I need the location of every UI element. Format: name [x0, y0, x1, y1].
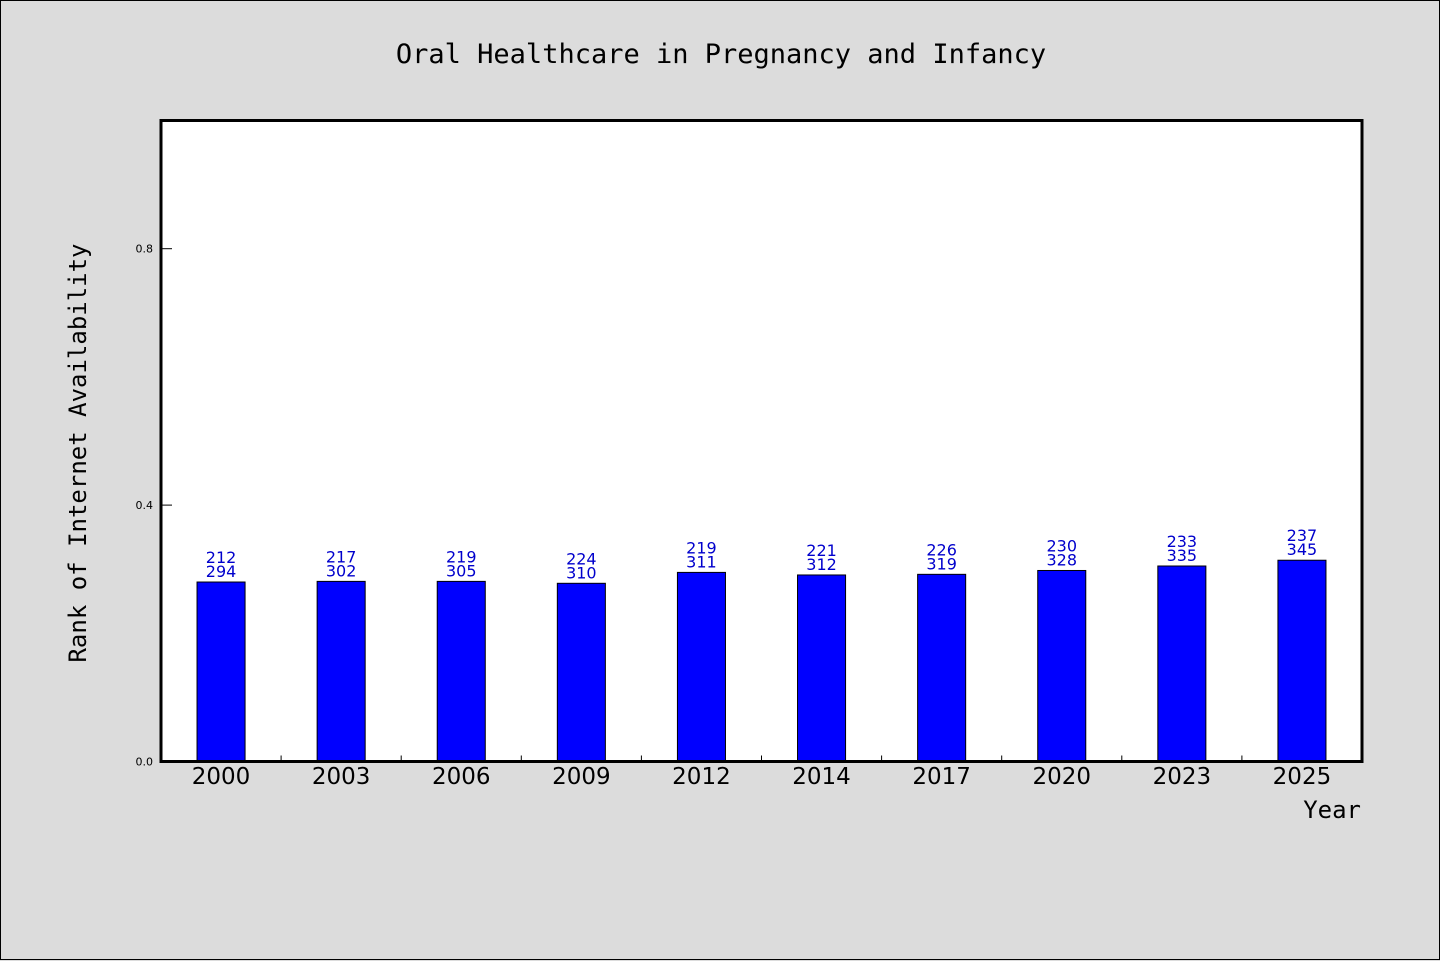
bar-annotation-top-2012: 219	[686, 538, 717, 557]
bar-2017	[917, 573, 967, 763]
bar-annotation-top-2003: 217	[326, 547, 357, 566]
bar-annotation-bottom-2020: 328	[1046, 550, 1077, 569]
plot-border	[159, 119, 1364, 763]
bar-annotation-top-2014: 221	[806, 541, 837, 560]
bar-2020	[1037, 569, 1087, 762]
bar-2006	[436, 580, 486, 762]
y-axis-title: Rank of Internet Availability	[64, 243, 92, 662]
x-tick-label-2017: 2017	[912, 764, 971, 790]
bar-annotation-top-2017: 226	[926, 540, 957, 559]
axis-ticks: 2000 2003 2006 2009 2012 2014 2017 2020 2023 2025…	[136, 243, 1332, 790]
x-tick-label-2009: 2009	[552, 764, 611, 790]
bar-annotation-top-2009: 224	[566, 549, 597, 568]
bar-annotation-bottom-2009: 310	[566, 563, 597, 582]
chart-title: Oral Healthcare in Pregnancy and Infancy	[396, 39, 1046, 70]
bars-layer	[196, 559, 1327, 763]
bar-annotation-top-2020: 230	[1046, 536, 1077, 555]
x-tick-label-2025: 2025	[1273, 764, 1332, 790]
bar-2009	[556, 582, 606, 762]
bar-annotation-bottom-2003: 302	[326, 561, 357, 580]
x-tick-label-2003: 2003	[312, 764, 371, 790]
bar-2012	[676, 571, 726, 763]
x-tick-label-2014: 2014	[792, 764, 851, 790]
bar-annotation-top-2006: 219	[446, 547, 477, 566]
y-tick-label-0.8: 0.8	[136, 243, 154, 256]
bar-annotation-bottom-2012: 311	[686, 552, 717, 571]
bar-2025	[1277, 559, 1327, 762]
bar-annotations: 2122942173022193052243102193112213122263…	[206, 526, 1317, 582]
bar-annotation-bottom-2017: 319	[926, 554, 957, 573]
x-tick-label-2012: 2012	[672, 764, 731, 790]
y-tick-label-0.0: 0.0	[136, 756, 154, 769]
y-tick-label-0.4: 0.4	[136, 499, 154, 512]
bar-annotation-bottom-2023: 335	[1167, 546, 1198, 565]
x-tick-label-2000: 2000	[192, 764, 251, 790]
x-axis-title: Year	[1303, 796, 1361, 824]
bar-2014	[797, 574, 847, 762]
x-tick-label-2023: 2023	[1153, 764, 1212, 790]
bar-2023	[1157, 565, 1207, 762]
x-tick-label-2020: 2020	[1032, 764, 1091, 790]
bar-annotation-top-2000: 212	[206, 548, 237, 567]
x-tick-label-2006: 2006	[432, 764, 491, 790]
bar-annotation-bottom-2000: 294	[206, 562, 237, 581]
bar-2003	[316, 580, 366, 762]
bar-annotation-top-2025: 237	[1287, 526, 1318, 545]
bar-annotation-top-2023: 233	[1167, 532, 1198, 551]
bar-annotation-bottom-2006: 305	[446, 561, 477, 580]
bar-annotation-bottom-2025: 345	[1287, 540, 1318, 559]
bar-2000	[196, 581, 246, 763]
bar-annotation-bottom-2014: 312	[806, 555, 837, 574]
